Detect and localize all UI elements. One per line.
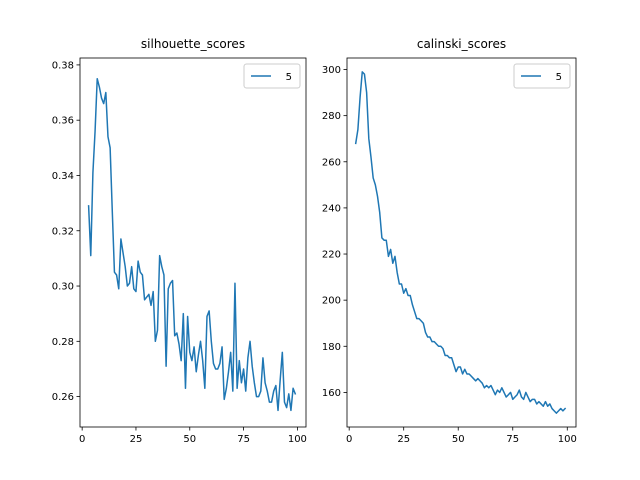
calinski-y-tick-label: 300: [322, 65, 341, 76]
silhouette-scores-title: silhouette_scores: [141, 37, 245, 51]
calinski-x-tick-label: 25: [397, 434, 410, 445]
calinski-y-tick-label: 240: [322, 203, 341, 214]
silhouette-series-line-5: [87, 77, 297, 412]
silhouette-legend: [243, 63, 301, 89]
silhouette-y-tick-label: 0.28: [52, 337, 74, 348]
silhouette-y-tick-label: 0.38: [52, 60, 74, 71]
calinski-y-tick-label: 220: [322, 250, 341, 261]
calinski-legend-label: 5: [556, 72, 562, 83]
calinski-x-tick-label: 0: [346, 434, 352, 445]
calinski-legend: [513, 63, 571, 89]
silhouette-x-tick-label: 100: [288, 434, 307, 445]
silhouette-x-tick-label: 25: [130, 434, 143, 445]
silhouette-y-tick-label: 0.34: [52, 171, 74, 182]
calinski-y-tick-label: 260: [322, 157, 341, 168]
silhouette-y-tick-label: 0.32: [52, 226, 74, 237]
silhouette-y-tick-label: 0.26: [52, 392, 74, 403]
calinski-axes-frame: [346, 57, 577, 428]
silhouette-axes-frame: [79, 57, 307, 428]
silhouette-x-tick-label: 50: [183, 434, 196, 445]
calinski-x-tick-label: 75: [506, 434, 519, 445]
calinski-y-tick-label: 180: [322, 342, 341, 353]
calinski-x-tick-label: 50: [452, 434, 465, 445]
calinski-y-tick-label: 200: [322, 296, 341, 307]
calinski-scores-title: calinski_scores: [417, 37, 506, 51]
calinski-y-tick-label: 160: [322, 388, 341, 399]
calinski-series-line-5: [354, 71, 567, 414]
calinski-x-tick-label: 100: [558, 434, 577, 445]
calinski-scores-panel: calinski_scores 0 25 50 75 100 160 180 200 220 24…: [322, 37, 577, 445]
silhouette-x-tick-label: 0: [79, 434, 85, 445]
silhouette-legend-label: 5: [286, 72, 292, 83]
silhouette-y-tick-label: 0.30: [52, 282, 74, 293]
silhouette-x-tick-label: 75: [237, 434, 250, 445]
silhouette-y-tick-label: 0.36: [52, 116, 74, 127]
silhouette-scores-panel: silhouette_scores 0 25 50 75 100 0.26 0.28 0.30…: [52, 37, 307, 445]
calinski-y-tick-label: 280: [322, 111, 341, 122]
